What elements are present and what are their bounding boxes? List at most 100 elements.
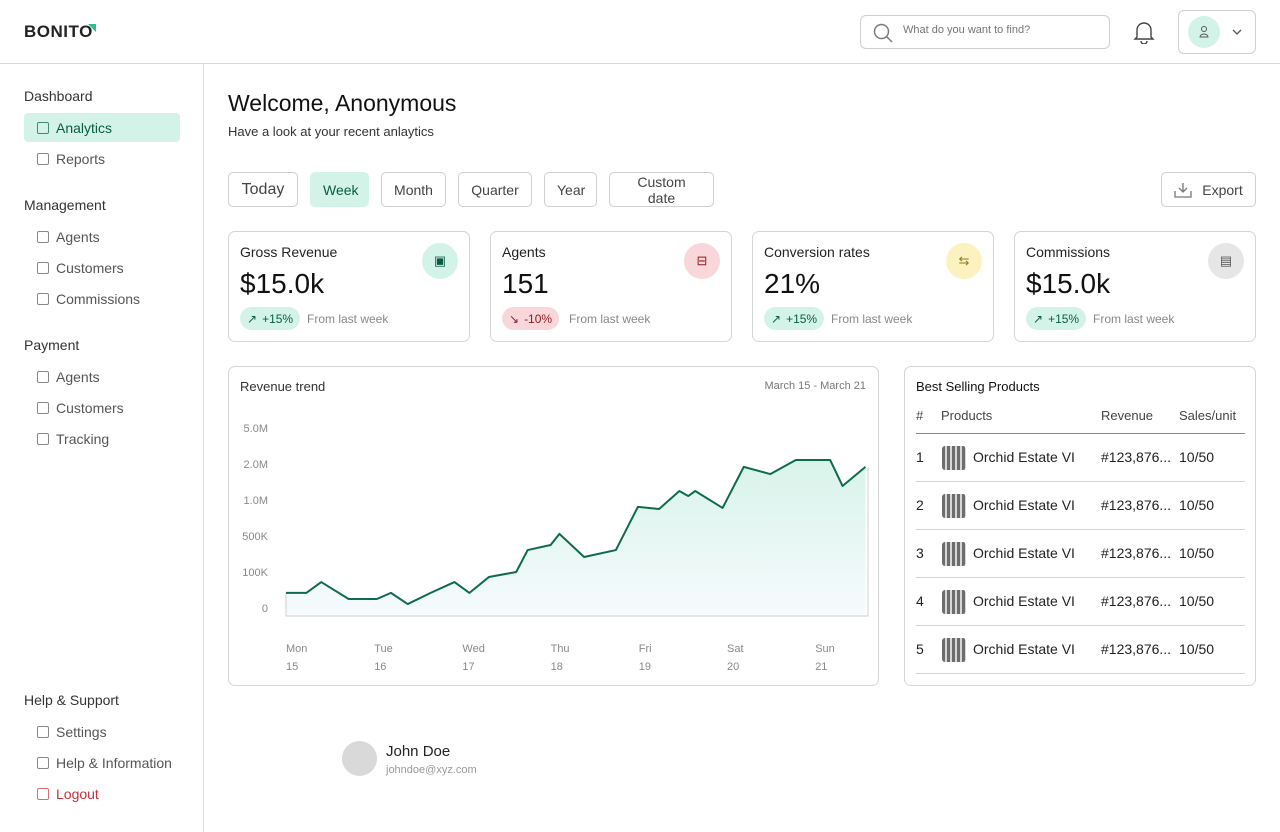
x-tick-date: 18 bbox=[551, 661, 563, 673]
sidebar-item-label: Logout bbox=[56, 785, 99, 802]
col-revenue: Revenue bbox=[1101, 408, 1154, 423]
best-selling-products-card: Best Selling Products # Products Revenue… bbox=[904, 366, 1256, 686]
profile-menu[interactable] bbox=[1178, 10, 1256, 54]
x-tick-day: Fri bbox=[639, 643, 652, 655]
product-revenue: #123,876... bbox=[1101, 449, 1172, 465]
stat-period: From last week bbox=[831, 312, 913, 326]
y-tick-label: 1.0M bbox=[244, 495, 268, 507]
filter-today[interactable]: Today bbox=[228, 172, 298, 207]
stat-value: 151 bbox=[502, 268, 549, 299]
row-number: 5 bbox=[916, 641, 924, 657]
stat-title: Commissions bbox=[1026, 244, 1111, 260]
y-tick-label: 100K bbox=[242, 567, 268, 579]
sidebar-item-tracking[interactable]: Tracking bbox=[24, 424, 180, 453]
product-sales: 10/50 bbox=[1179, 641, 1215, 657]
stat-period: From last week bbox=[307, 312, 389, 326]
sidebar-item-customers[interactable]: Customers bbox=[24, 253, 180, 282]
user-name: John Doe bbox=[386, 743, 451, 760]
sidebar-item-reports[interactable]: Reports bbox=[24, 144, 180, 173]
page-subtitle: Have a look at your recent anlaytics bbox=[228, 124, 434, 139]
bell-icon[interactable] bbox=[1133, 20, 1155, 44]
row-number: 3 bbox=[916, 545, 924, 561]
sidebar-item-label: Settings bbox=[56, 723, 107, 740]
sidebar-item-help-information[interactable]: Help & Information bbox=[24, 748, 180, 777]
headset-icon bbox=[37, 756, 49, 769]
search-icon bbox=[873, 23, 893, 43]
receipt-icon: ▤ bbox=[1208, 243, 1244, 279]
product-sales: 10/50 bbox=[1179, 545, 1215, 561]
sidebar-item-label: Agents bbox=[56, 368, 100, 385]
product-thumbnail bbox=[942, 494, 966, 518]
x-tick-day: Mon bbox=[286, 643, 307, 655]
sidebar-item-agents[interactable]: Agents bbox=[24, 222, 180, 251]
chart-title: Revenue trend bbox=[240, 379, 326, 394]
document-icon bbox=[37, 152, 49, 165]
row-number: 4 bbox=[916, 593, 924, 609]
chart-date-range[interactable]: March 15 - March 21 bbox=[764, 380, 866, 392]
stat-card: Commissions $15.0k ▤ ↗ +15% From last wee… bbox=[1014, 231, 1256, 342]
table-row[interactable]: 3 Orchid Estate VI #123,876... 10/50 bbox=[916, 530, 1245, 578]
logout-icon bbox=[37, 787, 49, 800]
filter-month[interactable]: Month bbox=[381, 172, 446, 207]
x-tick-date: 20 bbox=[727, 661, 739, 673]
trend-up-icon: ↗ bbox=[1033, 311, 1044, 326]
page-title: Welcome, Anonymous bbox=[228, 90, 457, 116]
filter-custom-date[interactable]: Custom date bbox=[609, 172, 714, 207]
users-icon bbox=[37, 401, 49, 414]
table-row[interactable]: 4 Orchid Estate VI #123,876... 10/50 bbox=[916, 578, 1245, 626]
x-tick-date: 21 bbox=[815, 661, 827, 673]
product-revenue: #123,876... bbox=[1101, 545, 1172, 561]
product-thumbnail bbox=[942, 590, 966, 614]
stat-period: From last week bbox=[569, 312, 651, 326]
x-tick-day: Sat bbox=[727, 643, 744, 655]
top-bar: BONITO bbox=[0, 0, 1280, 64]
tracking-icon bbox=[37, 432, 49, 445]
table-row[interactable]: 5 Orchid Estate VI #123,876... 10/50 bbox=[916, 626, 1245, 674]
x-tick-date: 15 bbox=[286, 661, 298, 673]
row-number: 2 bbox=[916, 497, 924, 513]
y-tick-label: 0 bbox=[262, 603, 268, 615]
sidebar-item-customers[interactable]: Customers bbox=[24, 393, 180, 422]
sidebar-item-label: Agents bbox=[56, 228, 100, 245]
sidebar-item-analytics[interactable]: Analytics bbox=[24, 113, 180, 142]
users-icon bbox=[37, 261, 49, 274]
table-row[interactable]: 2 Orchid Estate VI #123,876... 10/50 bbox=[916, 482, 1245, 530]
stat-value: 21% bbox=[764, 268, 821, 299]
briefcase-icon: ⊟ bbox=[684, 243, 720, 279]
table-row[interactable]: 1 Orchid Estate VI #123,876... 10/50 bbox=[916, 434, 1245, 482]
user-icon bbox=[1199, 26, 1209, 38]
row-number: 1 bbox=[916, 449, 924, 465]
search-box[interactable] bbox=[860, 15, 1110, 49]
product-revenue: #123,876... bbox=[1101, 497, 1172, 513]
header-divider bbox=[916, 433, 1245, 434]
sidebar-item-agents[interactable]: Agents bbox=[24, 362, 180, 391]
area-fill bbox=[286, 460, 866, 616]
filter-week[interactable]: Week bbox=[310, 172, 369, 207]
briefcase-icon bbox=[37, 230, 49, 243]
product-sales: 10/50 bbox=[1179, 449, 1215, 465]
swap-icon: ⇆ bbox=[946, 243, 982, 279]
x-tick-date: 19 bbox=[639, 661, 651, 673]
col-sales: Sales/unit bbox=[1179, 408, 1237, 423]
search-input[interactable] bbox=[903, 24, 1093, 36]
product-revenue: #123,876... bbox=[1101, 593, 1172, 609]
sidebar-item-label: Reports bbox=[56, 150, 106, 167]
change-badge: ↗ +15% bbox=[1026, 307, 1087, 330]
product-name: Orchid Estate VI bbox=[973, 497, 1075, 513]
product-revenue: #123,876... bbox=[1101, 641, 1172, 657]
filter-quarter[interactable]: Quarter bbox=[458, 172, 532, 207]
sidebar-item-logout[interactable]: Logout bbox=[24, 779, 180, 808]
product-sales: 10/50 bbox=[1179, 497, 1215, 513]
revenue-chart: 0 100K 500K 1.0M 2.0M 5.0M Mon 15 Tue 16 Wed 17 Thu 1… bbox=[242, 423, 869, 673]
y-tick-label: 500K bbox=[242, 531, 268, 543]
trend-up-icon: ↗ bbox=[247, 311, 258, 326]
logo[interactable]: BONITO bbox=[24, 22, 93, 41]
filter-year[interactable]: Year bbox=[544, 172, 597, 207]
sidebar-item-label: Help & Information bbox=[56, 754, 172, 771]
sidebar-item-label: Customers bbox=[56, 259, 124, 276]
sidebar-item-settings[interactable]: Settings bbox=[24, 717, 180, 746]
sidebar-item-label: Customers bbox=[56, 399, 124, 416]
sidebar bbox=[0, 64, 204, 832]
export-button[interactable]: Export bbox=[1161, 172, 1256, 207]
sidebar-item-commissions[interactable]: Commissions bbox=[24, 284, 180, 313]
